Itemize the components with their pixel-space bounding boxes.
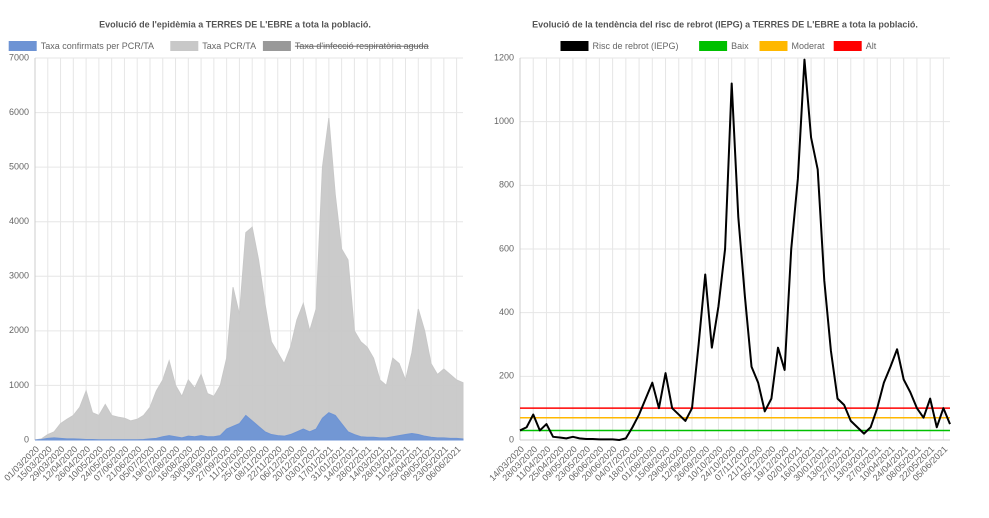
legend-label: Taxa d'infecció respiratòria aguda [295, 41, 429, 51]
y-tick-label: 600 [499, 243, 514, 253]
y-tick-label: 0 [24, 434, 29, 444]
legend-swatch [560, 41, 589, 51]
legend-label: Alt [866, 41, 877, 51]
y-tick-label: 0 [509, 434, 514, 444]
legend-swatch [833, 41, 862, 51]
y-tick-label: 400 [499, 307, 514, 317]
y-tick-label: 800 [499, 180, 514, 190]
y-tick-label: 1200 [494, 52, 514, 62]
legend-label: Risc de rebrot (IEPG) [593, 41, 679, 51]
y-tick-label: 4000 [9, 216, 29, 226]
y-tick-label: 7000 [9, 52, 29, 62]
y-tick-label: 1000 [9, 380, 29, 390]
chart-title: Evolució de la tendència del risc de reb… [532, 19, 918, 29]
legend-label: Moderat [792, 41, 826, 51]
legend-swatch [8, 41, 37, 51]
chart-title: Evolució de l'epidèmia a TERRES DE L'EBR… [99, 19, 371, 29]
legend-label: Taxa PCR/TA [202, 41, 256, 51]
y-tick-label: 5000 [9, 162, 29, 172]
legend-label: Taxa confirmats per PCR/TA [41, 41, 154, 51]
legend-label: Baix [731, 41, 749, 51]
legend-swatch [262, 41, 291, 51]
y-tick-label: 3000 [9, 271, 29, 281]
line [519, 58, 951, 441]
y-tick-label: 200 [499, 371, 514, 381]
legend-swatch [170, 41, 199, 51]
area [34, 412, 464, 441]
legend-swatch [699, 41, 728, 51]
y-tick-label: 1000 [494, 116, 514, 126]
y-tick-label: 2000 [9, 325, 29, 335]
y-tick-label: 6000 [9, 107, 29, 117]
area [34, 117, 464, 441]
legend-swatch [759, 41, 788, 51]
